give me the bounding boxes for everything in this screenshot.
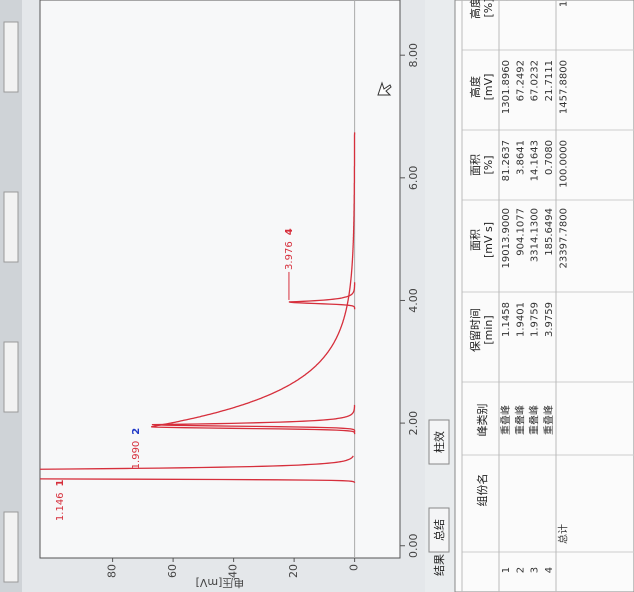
table-cell: 1.9401 xyxy=(515,302,526,337)
table-cell: 67.2492 xyxy=(515,60,526,101)
results-table xyxy=(454,0,634,592)
peak-trace xyxy=(151,132,356,435)
table-cell: 67.0232 xyxy=(530,60,541,101)
peak-label: 1.990 2 xyxy=(131,428,142,470)
column-header: 面积 xyxy=(469,154,482,176)
total-label: 总计 xyxy=(557,524,570,544)
tab-label: 柱效 xyxy=(432,431,446,453)
peak-trace xyxy=(288,282,356,310)
mouse-cursor xyxy=(377,81,392,96)
table-cell: 1.9759 xyxy=(530,302,541,337)
taskbar-button[interactable] xyxy=(3,21,19,93)
peak-time: 1.990 xyxy=(131,441,142,470)
peak-trace xyxy=(40,455,356,484)
column-header: 高度 xyxy=(468,0,482,19)
row-number: 4 xyxy=(544,567,555,573)
table-cell: 重叠峰 xyxy=(528,405,541,435)
tab-label: 结果 xyxy=(433,554,446,576)
table-cell: 1.1458 xyxy=(501,302,512,337)
table-cell: 81.2637 xyxy=(501,140,512,181)
column-unit: [mV] xyxy=(482,74,495,101)
x-tick-label: 0.00 xyxy=(407,533,420,558)
y-tick-label: 0 xyxy=(348,564,361,571)
table-cell: 904.1077 xyxy=(515,208,526,256)
peak-time: 1.146 xyxy=(55,492,66,521)
row-number: 1 xyxy=(501,567,512,573)
table-cell: 185.6494 xyxy=(544,208,555,256)
taskbar-button[interactable] xyxy=(3,341,19,413)
x-tick-label: 8.00 xyxy=(407,43,420,68)
chromatogram xyxy=(40,132,356,484)
tab[interactable] xyxy=(428,507,450,553)
table-cell: 3.9759 xyxy=(544,302,555,337)
column-header: 面积 xyxy=(469,229,482,251)
y-axis-label: 电压[mV] xyxy=(196,576,245,589)
x-tick-label: 2.00 xyxy=(407,411,420,436)
tab-label: 总结 xyxy=(432,519,446,541)
table-cell: 14.1643 xyxy=(530,140,541,181)
taskbar-button[interactable] xyxy=(3,191,19,263)
table-cell: 19013.9000 xyxy=(501,208,512,268)
table-cell: 1301.8960 xyxy=(501,60,512,114)
y-tick-label: 40 xyxy=(227,564,240,578)
column-header: 峰类别 xyxy=(475,404,489,437)
tab[interactable] xyxy=(428,419,450,465)
y-tick-label: 20 xyxy=(287,564,300,578)
table-cell: 0.7080 xyxy=(544,140,555,175)
row-number: 2 xyxy=(515,567,526,573)
total-cell: 1457.8800 xyxy=(559,60,570,114)
column-unit: [%] xyxy=(482,155,495,174)
total-cell: 100 xyxy=(559,0,570,7)
column-header: 保留时间 xyxy=(468,308,482,352)
total-cell: 23397.7800 xyxy=(559,208,570,268)
taskbar xyxy=(0,0,22,592)
peak-trace xyxy=(151,404,356,432)
x-tick-label: 6.00 xyxy=(407,166,420,191)
plot-area xyxy=(39,0,401,559)
column-unit: [%] xyxy=(482,0,495,18)
peak-label: 1.146 1 xyxy=(55,479,66,521)
column-header: 组份名 xyxy=(475,474,489,507)
peak-number: 2 xyxy=(131,428,142,435)
y-tick-label: 80 xyxy=(106,564,119,578)
column-unit: [mV s] xyxy=(482,222,495,258)
column-unit: [min] xyxy=(482,315,495,344)
peak-number: 1 xyxy=(55,479,66,486)
x-tick-label: 4.00 xyxy=(407,288,420,313)
taskbar-button[interactable] xyxy=(3,511,19,583)
table-cell: 重叠峰 xyxy=(542,405,555,435)
table-cell: 3.8641 xyxy=(515,140,526,175)
table-cell: 3314.1300 xyxy=(530,208,541,262)
tab-bar xyxy=(425,0,455,592)
peak-time: 3.976 xyxy=(284,241,295,270)
column-header: 高度 xyxy=(468,76,482,98)
table-cell: 重叠峰 xyxy=(499,405,512,435)
total-cell: 100.0000 xyxy=(559,140,570,188)
table-cell: 21.7111 xyxy=(544,60,555,101)
table-cell: 89 xyxy=(501,0,512,1)
row-number: 3 xyxy=(530,567,541,573)
peak-number: 4 xyxy=(284,228,295,235)
y-tick-label: 60 xyxy=(166,564,179,578)
peak-label: 3.976 4 xyxy=(284,228,295,270)
table-cell: 重叠峰 xyxy=(513,405,526,435)
